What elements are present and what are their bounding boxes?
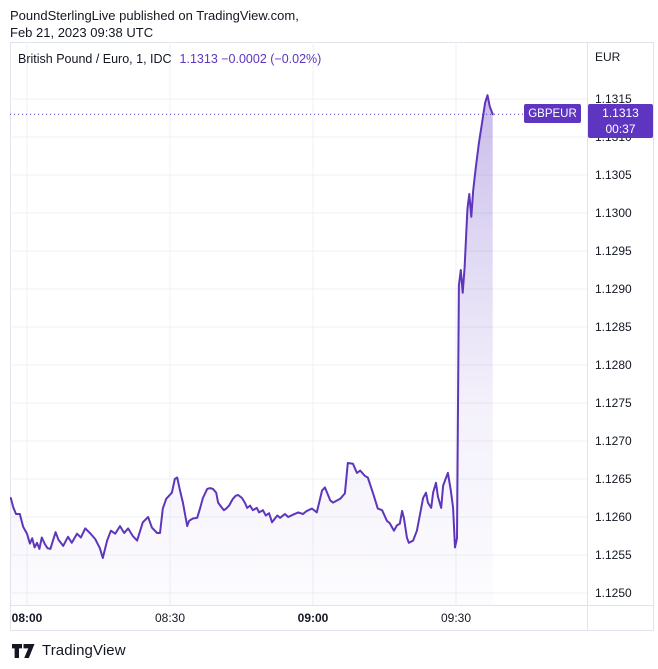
price-tick-label: 1.1260 xyxy=(595,510,632,524)
price-tick-label: 1.1280 xyxy=(595,358,632,372)
attribution-header: PoundSterlingLive published on TradingVi… xyxy=(10,7,299,41)
price-tick-label: 1.1305 xyxy=(595,168,632,182)
time-tick-label: 09:00 xyxy=(297,611,329,625)
time-axis-divider xyxy=(10,605,654,606)
price-tick-label: 1.1250 xyxy=(595,586,632,600)
symbol-title: British Pound / Euro, 1, IDC xyxy=(18,52,172,66)
axis-currency-label: EUR xyxy=(595,50,621,64)
chart-legend: British Pound / Euro, 1, IDC 1.1313 −0.00… xyxy=(18,52,321,66)
symbol-flag-label: GBPEUR xyxy=(528,107,577,120)
price-tick-label: 1.1315 xyxy=(595,92,632,106)
price-line xyxy=(10,94,494,559)
bar-countdown: 00:37 xyxy=(605,122,636,136)
attribution-line2: Feb 21, 2023 09:38 UTC xyxy=(10,25,154,40)
time-tick-label: 09:30 xyxy=(440,611,472,625)
price-tick-label: 1.1290 xyxy=(595,282,632,296)
tradingview-logo-text: TradingView xyxy=(42,642,126,659)
quote-values: 1.1313 −0.0002 (−0.02%) xyxy=(179,52,322,66)
price-tick-label: 1.1275 xyxy=(595,396,632,410)
price-chart-plot[interactable] xyxy=(10,42,587,605)
price-tick-label: 1.1295 xyxy=(595,244,632,258)
time-tick-label: 08:00 xyxy=(11,611,43,625)
price-axis-divider xyxy=(587,42,588,631)
price-tick-label: 1.1270 xyxy=(595,434,632,448)
tradingview-logo: TradingView xyxy=(12,642,126,659)
price-tick-label: 1.1255 xyxy=(595,548,632,562)
last-price-axis-badge: 1.1313 00:37 xyxy=(588,104,653,138)
tradingview-logo-icon xyxy=(12,643,35,658)
time-tick-label: 08:30 xyxy=(154,611,186,625)
area-fill xyxy=(10,95,493,605)
price-tick-label: 1.1285 xyxy=(595,320,632,334)
symbol-price-flag: GBPEUR xyxy=(524,104,581,123)
last-price-value: 1.1313 xyxy=(602,106,639,120)
price-tick-label: 1.1265 xyxy=(595,472,632,486)
price-tick-label: 1.1300 xyxy=(595,206,632,220)
attribution-line1: PoundSterlingLive published on TradingVi… xyxy=(10,8,299,23)
